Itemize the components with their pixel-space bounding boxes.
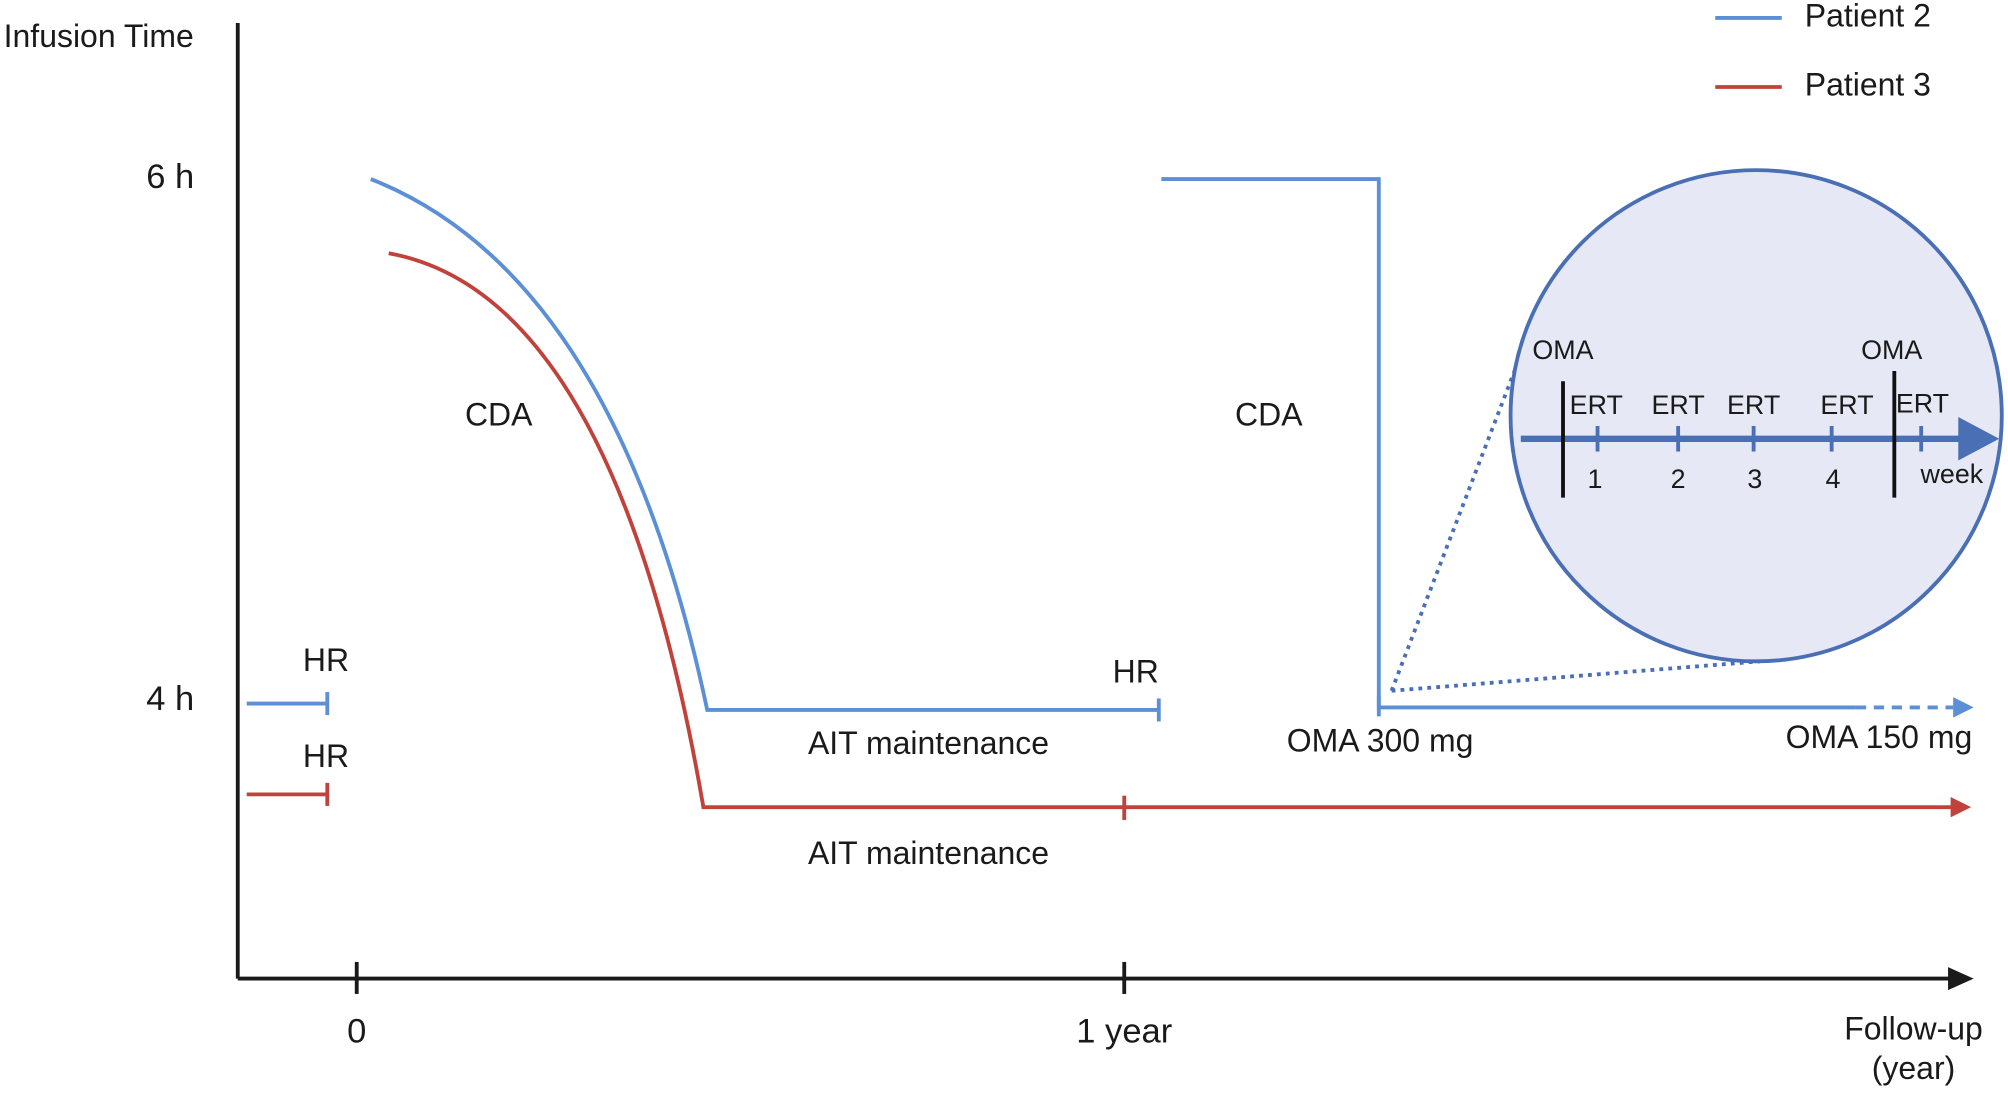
oma-dose-label: OMA 150 mg bbox=[1786, 719, 1973, 755]
arrowhead bbox=[1953, 697, 1974, 718]
legend-label: Patient 3 bbox=[1805, 66, 1931, 102]
inset-connector bbox=[1389, 347, 1761, 693]
patient-2-line bbox=[246, 177, 1954, 806]
inset-ert: ERT bbox=[1570, 390, 1623, 420]
x-axis-label: Follow-up bbox=[1844, 1010, 1983, 1046]
axes bbox=[235, 23, 1956, 994]
inset-week: 3 bbox=[1747, 464, 1762, 494]
hr-label: HR bbox=[1113, 654, 1159, 690]
inset-ert: ERT bbox=[1896, 389, 1949, 419]
inset-timeline bbox=[1520, 370, 2000, 498]
inset-ert: ERT bbox=[1820, 390, 1873, 420]
inset-ert: ERT bbox=[1727, 390, 1780, 420]
cda-label: CDA bbox=[465, 396, 533, 432]
inset-week: 4 bbox=[1825, 464, 1840, 494]
inset-week: 1 bbox=[1588, 464, 1603, 494]
patient-3-line bbox=[246, 251, 1954, 820]
inset-ert: ERT bbox=[1652, 390, 1705, 420]
hr-label: HR bbox=[303, 738, 349, 774]
ait-label: AIT maintenance bbox=[808, 725, 1049, 761]
y-tick-label: 4 h bbox=[146, 680, 194, 718]
inset-unit: week bbox=[1920, 459, 1984, 489]
ait-label: AIT maintenance bbox=[808, 835, 1049, 871]
inset-circle bbox=[1508, 168, 2004, 664]
legend-label: Patient 2 bbox=[1805, 0, 1931, 33]
y-axis-label: Infusion Time bbox=[4, 18, 194, 54]
x-tick-label: 0 bbox=[347, 1013, 366, 1051]
x-tick-label: 1 year bbox=[1076, 1013, 1172, 1051]
y-tick-label: 6 h bbox=[146, 158, 194, 196]
hr-label: HR bbox=[303, 642, 349, 678]
inset-oma: OMA bbox=[1861, 335, 1922, 365]
x-axis-arrow bbox=[1948, 967, 1974, 991]
inset-oma: OMA bbox=[1532, 335, 1593, 365]
oma-dose-label: OMA 300 mg bbox=[1287, 723, 1474, 759]
cda-label: CDA bbox=[1235, 396, 1303, 432]
arrowhead bbox=[1950, 796, 1972, 818]
inset-week: 2 bbox=[1671, 464, 1686, 494]
x-axis-label: (year) bbox=[1872, 1050, 1955, 1086]
